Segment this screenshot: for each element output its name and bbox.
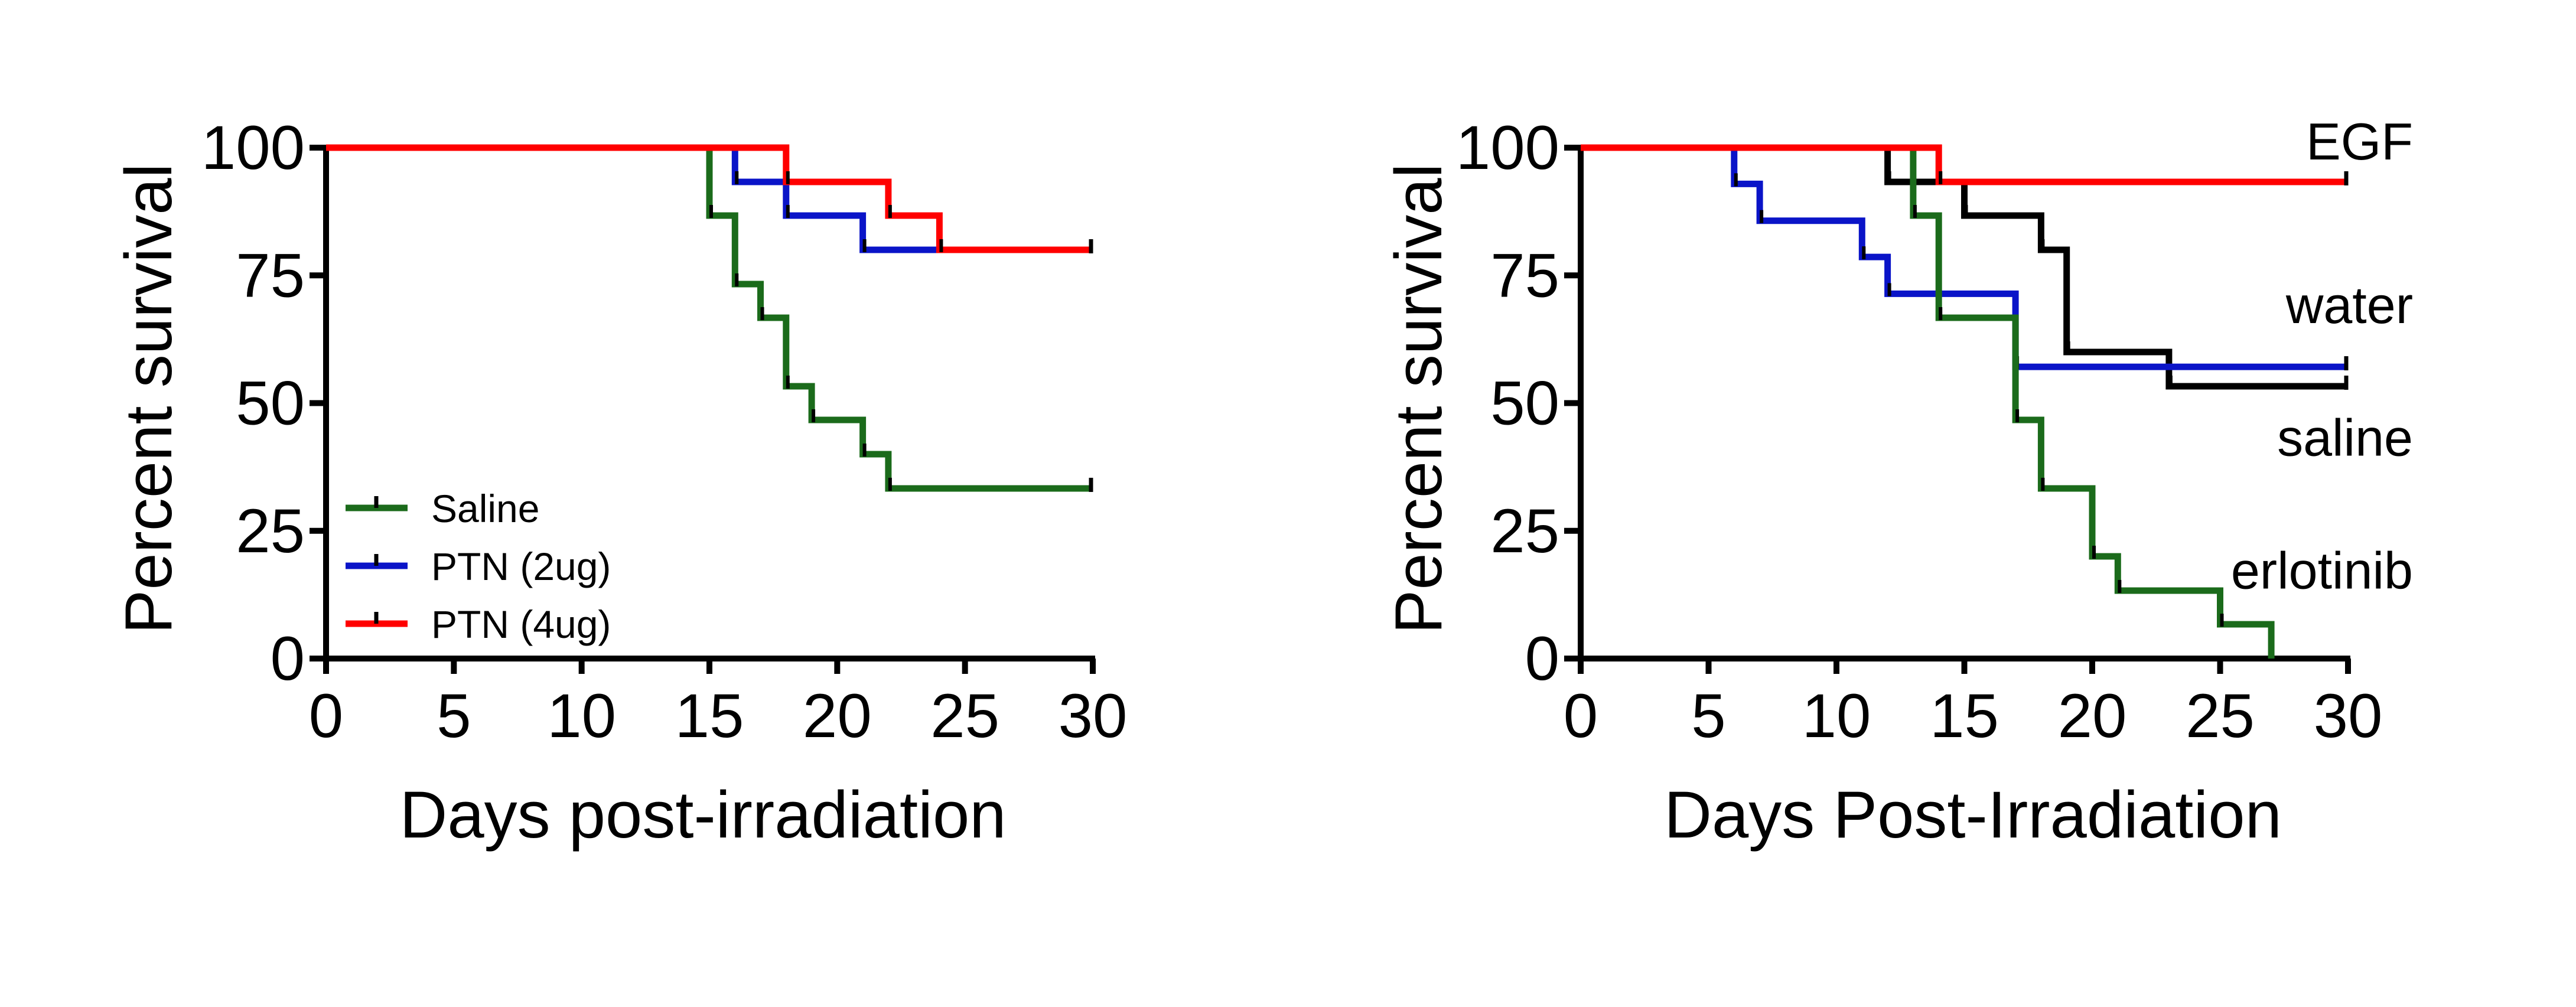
x-tick-label: 20	[2058, 682, 2127, 751]
series-label: saline	[2277, 409, 2413, 467]
survival-chart-egf: Percent survival Days Post-Irradiation 0…	[1382, 112, 2413, 852]
y-tick-label: 25	[236, 497, 305, 566]
x-tick-label: 20	[803, 682, 872, 751]
x-tick-label: 5	[1691, 682, 1725, 751]
x-tick-label: 0	[1564, 682, 1598, 751]
series-label: EGF	[2306, 112, 2413, 171]
y-axis-title: Percent survival	[1382, 164, 1455, 634]
y-tick-label: 75	[236, 241, 305, 310]
x-axis-title: Days post-irradiation	[399, 778, 1006, 852]
legend-label: PTN (2ug)	[431, 545, 611, 588]
x-tick-label: 15	[675, 682, 744, 751]
x-tick-label: 5	[437, 682, 471, 751]
y-tick-label: 75	[1490, 241, 1559, 310]
y-tick-label: 0	[1525, 624, 1559, 693]
series-line-saline	[326, 144, 1093, 492]
y-tick-label: 25	[1490, 497, 1559, 566]
survival-chart-ptn: Percent survival Days post-irradiation 0…	[112, 113, 1127, 852]
x-tick-label: 30	[2314, 682, 2383, 751]
x-tick-label: 25	[2186, 682, 2255, 751]
y-tick-label: 100	[201, 113, 305, 183]
x-tick-label: 0	[309, 682, 343, 751]
legend-label: PTN (4ug)	[431, 602, 611, 646]
y-tick-label: 50	[1490, 369, 1559, 438]
x-tick-label: 15	[1930, 682, 1999, 751]
series-label: erlotinib	[2231, 542, 2413, 600]
series-line-erlotinib	[1581, 144, 2275, 659]
series-line-egf	[1581, 144, 2348, 185]
y-tick-label: 0	[271, 624, 305, 693]
y-tick-label: 100	[1456, 113, 1559, 183]
x-tick-label: 25	[930, 682, 999, 751]
x-axis-title: Days Post-Irradiation	[1664, 778, 2282, 852]
y-tick-label: 50	[236, 369, 305, 438]
x-tick-label: 10	[1802, 682, 1871, 751]
x-tick-label: 10	[547, 682, 616, 751]
y-axis-title: Percent survival	[112, 164, 185, 634]
series-label: water	[2285, 276, 2413, 334]
x-tick-label: 30	[1059, 682, 1128, 751]
legend-label: Saline	[431, 487, 539, 530]
